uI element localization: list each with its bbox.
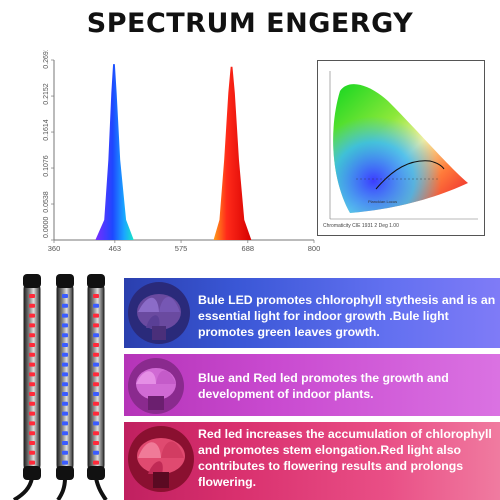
led-chip: [93, 421, 99, 426]
led-chip: [62, 392, 68, 396]
x-tick-label: 575: [175, 244, 188, 253]
plant-image-blue: [128, 282, 190, 344]
led-chip: [93, 352, 99, 357]
tube-red: [23, 274, 41, 480]
red-led-text: Red led increases the accumulation of ch…: [198, 427, 492, 489]
blue-red-led-text: Blue and Red led promotes the growth and…: [198, 371, 449, 401]
tube-cable: [12, 477, 34, 500]
led-chip: [62, 450, 68, 455]
led-chip: [29, 333, 35, 338]
led-chip: [62, 401, 68, 406]
tube-cable: [56, 477, 67, 500]
led-chip: [29, 411, 35, 416]
led-chip: [93, 411, 99, 416]
tube-blue: [56, 274, 74, 480]
led-chip: [29, 294, 35, 298]
led-chip: [93, 382, 99, 387]
planckian-locus: [375, 160, 445, 190]
spectrum-chart: 0.0000 0.0538 0.1076 0.1614 0.2152 0.2691 360…: [43, 50, 320, 253]
red-led-panel: Red led increases the accumulation of ch…: [124, 422, 500, 500]
x-tick-label: 463: [109, 244, 122, 253]
led-chip: [29, 460, 35, 465]
led-chip: [29, 441, 35, 445]
led-chip: [29, 392, 35, 396]
led-chip: [93, 362, 99, 367]
led-chip: [62, 441, 68, 445]
led-chip: [62, 294, 68, 298]
blue-led-panel: Bule LED promotes chlorophyll stythesis …: [124, 278, 500, 348]
led-chip: [93, 431, 99, 436]
cie-chromaticity-diagram: Planckian Locus Chromaticity CIE 1931 2 …: [317, 60, 485, 236]
led-chip: [62, 303, 68, 308]
y-tick-label: 0.2152: [43, 83, 50, 105]
led-chip: [62, 372, 68, 377]
led-chip: [62, 362, 68, 367]
led-chip: [29, 303, 35, 308]
red-spectrum-peak: [213, 66, 252, 240]
y-tick-label: 0.2691: [43, 50, 50, 69]
led-chip: [93, 323, 99, 328]
cie-caption: Chromaticity CIE 1931 2 Deg 1.00: [323, 223, 399, 229]
led-chip: [93, 460, 99, 465]
led-chip: [29, 362, 35, 367]
led-chip: [29, 401, 35, 406]
x-tick-label: 688: [242, 244, 255, 253]
led-chip: [62, 333, 68, 338]
led-chip: [62, 323, 68, 328]
led-chip: [62, 343, 68, 347]
cie-plot: Planckian Locus: [329, 71, 478, 220]
led-chip: [29, 343, 35, 347]
led-chip: [29, 323, 35, 328]
led-chip: [93, 450, 99, 455]
blue-spectrum-peak: [95, 64, 134, 240]
blue-led-text: Bule LED promotes chlorophyll stythesis …: [198, 293, 496, 339]
led-chip: [29, 382, 35, 387]
tube-mixed: [87, 274, 105, 480]
led-chip: [29, 450, 35, 455]
led-chip: [62, 460, 68, 465]
x-tick-label: 360: [48, 244, 61, 253]
led-chip: [29, 431, 35, 436]
led-chip: [93, 333, 99, 338]
led-chip: [29, 372, 35, 377]
cie-locus-label: Planckian Locus: [368, 199, 397, 204]
plant-image-purple: [128, 358, 184, 414]
x-tick-label: 800: [308, 244, 320, 253]
led-chip: [93, 441, 99, 445]
blue-red-led-panel: Blue and Red led promotes the growth and…: [124, 354, 500, 416]
led-chip: [62, 382, 68, 387]
y-tick-label: 0.1614: [43, 119, 50, 141]
led-chip: [62, 411, 68, 416]
led-chip: [29, 421, 35, 426]
y-tick-label: 0.0000: [43, 216, 50, 238]
led-chip: [93, 294, 99, 298]
led-chip: [93, 392, 99, 396]
y-tick-label: 0.1076: [43, 155, 50, 177]
led-grow-light-tubes: [12, 274, 108, 500]
led-chip: [62, 431, 68, 436]
plant-image-red: [128, 426, 194, 492]
cie-frame: Planckian Locus: [317, 60, 485, 236]
led-chip: [93, 401, 99, 406]
led-chip: [62, 352, 68, 357]
led-chip: [62, 421, 68, 426]
tube-cable: [94, 477, 108, 500]
led-chip: [93, 372, 99, 377]
led-chip: [93, 313, 99, 318]
led-chip: [93, 343, 99, 347]
led-chip: [93, 303, 99, 308]
page-title: SPECTRUM ENGERGY: [86, 8, 414, 39]
led-chip: [29, 352, 35, 357]
led-chip: [62, 313, 68, 318]
led-chip: [29, 313, 35, 318]
y-tick-label: 0.0538: [43, 191, 50, 213]
